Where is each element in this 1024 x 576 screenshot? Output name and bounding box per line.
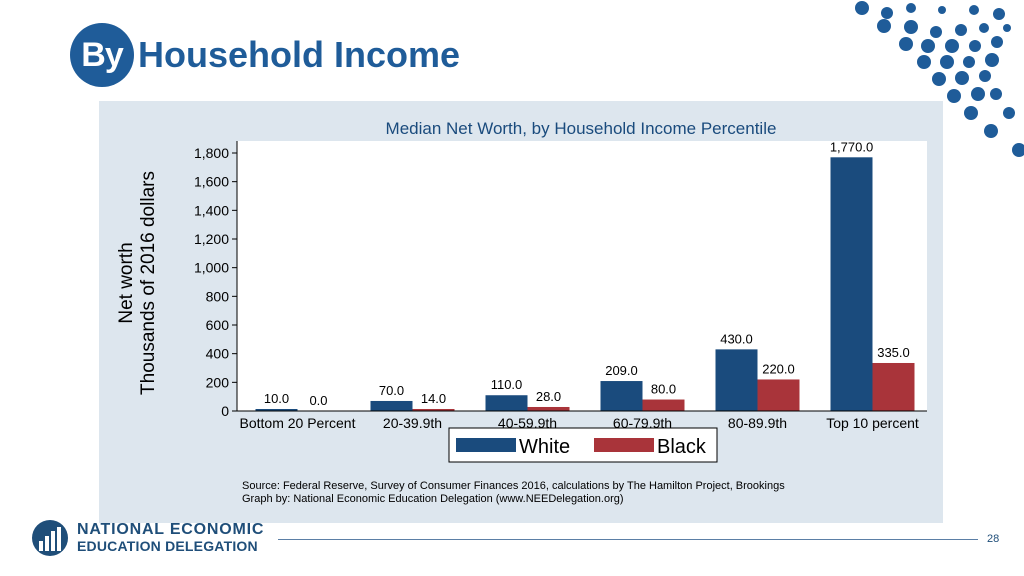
- y-tick-label: 600: [206, 317, 230, 333]
- logo-text-line2: EDUCATION DELEGATION: [77, 538, 258, 554]
- data-label: 430.0: [720, 331, 753, 346]
- legend-swatch-black: [594, 438, 654, 452]
- bar-white-2: [485, 395, 528, 411]
- bar-white-5: [830, 157, 873, 411]
- y-tick-label: 1,400: [194, 202, 229, 218]
- bar-white-4: [715, 349, 758, 411]
- chart-source-line2: Graph by: National Economic Education De…: [242, 493, 624, 505]
- y-tick-label: 200: [206, 374, 230, 390]
- x-tick-label: Bottom 20 Percent: [240, 415, 356, 431]
- bar-black-2: [527, 406, 570, 411]
- needelegation-logo-icon: [32, 520, 68, 556]
- title-badge: By: [70, 23, 134, 87]
- page-title: Household Income: [138, 34, 461, 75]
- bars: 10.0 0.0 70.0 14.0 110.0 28.0 209.0 80.0 430.0 22…: [255, 139, 915, 411]
- decorative-dots: [855, 1, 1024, 157]
- data-label: 0.0: [309, 393, 327, 408]
- data-label: 80.0: [651, 382, 676, 397]
- footer-divider: [278, 539, 978, 540]
- data-label: 28.0: [536, 389, 561, 404]
- y-axis-label-line2: Thousands of 2016 dollars: [138, 171, 159, 395]
- data-label: 10.0: [264, 391, 289, 406]
- y-tick-label: 1,800: [194, 145, 229, 161]
- x-tick-label: 60-79.9th: [613, 415, 672, 431]
- y-tick-label: 800: [206, 288, 230, 304]
- legend-label-black: Black: [657, 436, 707, 458]
- legend-swatch-white: [456, 438, 516, 452]
- x-axis: Bottom 20 Percent 20-39.9th 40-59.9th 60-79…: [237, 410, 927, 431]
- bar-black-3: [642, 399, 685, 411]
- chart-panel: Median Net Worth, by Household Income Pe…: [99, 101, 943, 523]
- y-tick-label: 400: [206, 346, 230, 362]
- slide-title: By Household Income: [70, 22, 460, 88]
- x-tick-label: 20-39.9th: [383, 415, 442, 431]
- bar-black-4: [757, 379, 800, 411]
- bar-black-5: [872, 362, 915, 411]
- data-label: 110.0: [491, 377, 523, 392]
- data-label: 14.0: [421, 391, 446, 406]
- plot-area: [237, 141, 927, 411]
- data-label: 220.0: [762, 361, 795, 376]
- footer-logo: NATIONAL ECONOMIC EDUCATION DELEGATION: [31, 519, 264, 557]
- bar-white-1: [370, 400, 413, 411]
- bar-black-1: [412, 408, 455, 411]
- data-label: 335.0: [877, 345, 910, 360]
- y-axis: 0 200 400 600 800 1,000 1,200 1,400 1,600 1,800: [194, 141, 238, 419]
- data-label: 1,770.0: [830, 139, 873, 154]
- data-label: 209.0: [605, 363, 638, 378]
- y-tick-label: 1,200: [194, 231, 229, 247]
- data-label: 70.0: [379, 383, 404, 398]
- legend-label-white: White: [519, 436, 570, 458]
- y-tick-label: 0: [221, 403, 229, 419]
- bar-chart: Median Net Worth, by Household Income Pe…: [116, 119, 927, 505]
- bar-white-0: [255, 409, 298, 411]
- x-tick-label: 80-89.9th: [728, 415, 787, 431]
- x-tick-label: 40-59.9th: [498, 415, 557, 431]
- y-tick-label: 1,600: [194, 174, 229, 190]
- x-tick-label: Top 10 percent: [826, 415, 919, 431]
- chart-title: Median Net Worth, by Household Income Pe…: [386, 119, 777, 138]
- chart-source-line1: Source: Federal Reserve, Survey of Consu…: [242, 480, 785, 492]
- logo-text-line1: NATIONAL ECONOMIC: [77, 521, 265, 538]
- page-number: 28: [987, 533, 1000, 545]
- y-axis-label-line1: Net worth: [116, 242, 137, 323]
- legend: White Black: [448, 427, 718, 463]
- y-tick-label: 1,000: [194, 260, 229, 276]
- bar-white-3: [600, 381, 643, 411]
